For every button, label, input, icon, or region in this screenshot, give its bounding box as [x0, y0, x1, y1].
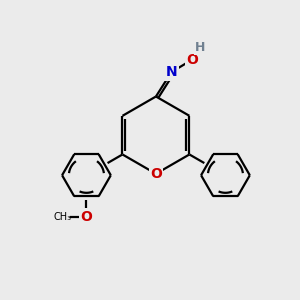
Text: CH₃: CH₃ — [54, 212, 72, 222]
Text: O: O — [186, 52, 198, 67]
Text: O: O — [80, 210, 92, 224]
Text: H: H — [195, 41, 206, 54]
Text: N: N — [166, 65, 177, 79]
Text: O: O — [150, 167, 162, 181]
